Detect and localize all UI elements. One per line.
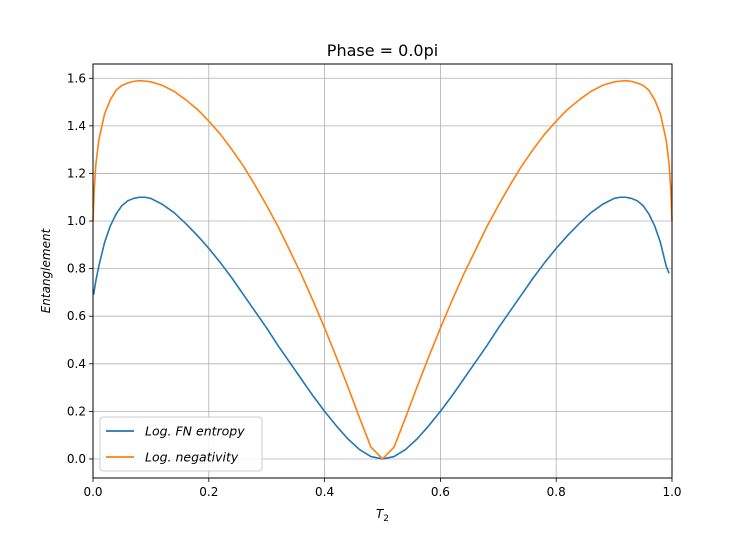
axis-ticks: 0.0 0.2 0.4 0.6 0.8 1.0 0.0 0.2 0.4 0.6 0.8 1.0 1.2 1… bbox=[67, 71, 682, 499]
x-tick-label: 0.4 bbox=[315, 485, 334, 499]
x-tick-label: 0.0 bbox=[83, 485, 102, 499]
y-tick-label: 1.0 bbox=[67, 214, 86, 228]
y-tick-label: 1.4 bbox=[67, 119, 86, 133]
grid-lines bbox=[92, 64, 673, 478]
x-tick-label: 0.6 bbox=[431, 485, 450, 499]
chart-title: Phase = 0.0pi bbox=[327, 41, 438, 60]
series-line-2 bbox=[92, 79, 673, 460]
legend-label-1: Log. FN entropy bbox=[145, 424, 245, 439]
y-tick-label: 1.6 bbox=[67, 71, 86, 85]
legend: Log. FN entropy Log. negativity bbox=[99, 416, 263, 472]
x-tick-label: 0.8 bbox=[547, 485, 566, 499]
y-tick-label: 0.6 bbox=[67, 309, 86, 323]
legend-label-2: Log. negativity bbox=[145, 450, 239, 465]
series-line-1 bbox=[92, 196, 670, 460]
series-layer bbox=[92, 79, 673, 460]
y-tick-label: 0.0 bbox=[67, 452, 86, 466]
x-axis-label-subscript: 2 bbox=[383, 514, 389, 524]
y-tick-label: 0.4 bbox=[67, 357, 86, 371]
y-tick-label: 0.8 bbox=[67, 262, 86, 276]
legend-box bbox=[99, 416, 263, 472]
x-axis-label: T2 bbox=[376, 507, 389, 524]
plot-frame bbox=[92, 63, 673, 479]
y-tick-label: 0.2 bbox=[67, 404, 86, 418]
y-tick-label: 1.2 bbox=[67, 166, 86, 180]
x-axis-label-main: T bbox=[376, 507, 385, 521]
x-tick-label: 0.2 bbox=[199, 485, 218, 499]
x-tick-label: 1.0 bbox=[662, 485, 681, 499]
y-axis-label: Entanglement bbox=[39, 227, 53, 313]
